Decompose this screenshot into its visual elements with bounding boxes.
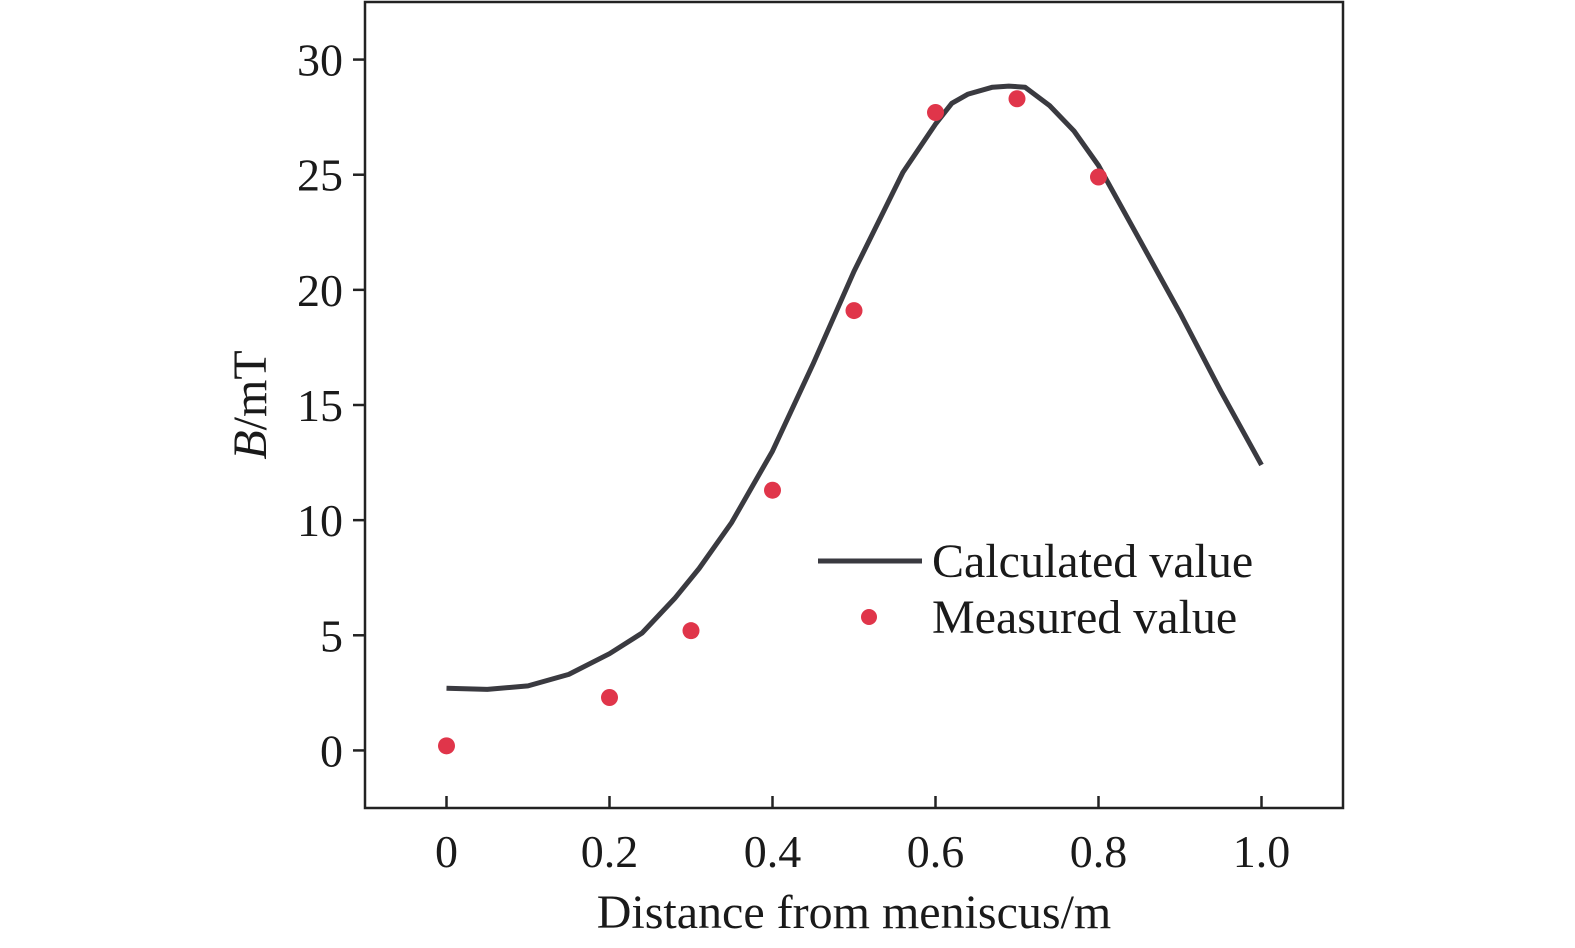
x-tick-label: 0.2 (581, 826, 639, 877)
x-tick-label: 0.8 (1070, 826, 1128, 877)
measured-value-point (764, 481, 781, 499)
y-axis-ticks: 0 5 10 15 20 25 30 (297, 35, 365, 776)
x-tick-label: 1.0 (1233, 826, 1291, 877)
y-tick-label: 20 (297, 265, 343, 316)
measured-value-point (1090, 168, 1107, 186)
x-axis-ticks: 0 0.2 0.4 0.6 0.8 1.0 (435, 796, 1290, 877)
y-axis-label-symbol: B (224, 430, 277, 459)
y-tick-label: 30 (297, 35, 343, 86)
x-tick-label: 0 (435, 826, 458, 877)
y-tick-label: 15 (297, 380, 343, 431)
measured-value-point (682, 622, 700, 640)
x-axis-label: Distance from meniscus/m (597, 886, 1112, 939)
y-tick-label: 25 (297, 150, 343, 201)
legend-dot-swatch (861, 609, 877, 625)
legend: Calculated value Measured value (818, 535, 1253, 644)
measured-value-point (845, 302, 863, 320)
measured-value-point (927, 104, 944, 122)
x-tick-label: 0.4 (744, 826, 802, 877)
calculated-value-line (446, 83, 1264, 692)
y-tick-label: 10 (297, 495, 343, 546)
measured-value-point (438, 737, 455, 755)
measured-value-point (601, 688, 618, 706)
series-layer (438, 83, 1264, 755)
y-axis-label: B/mT (224, 350, 277, 459)
x-tick-label: 0.6 (907, 826, 965, 877)
legend-label-calculated: Calculated value (932, 535, 1253, 588)
measured-value-point (1008, 90, 1026, 108)
y-tick-label: 0 (320, 725, 343, 776)
legend-label-measured: Measured value (932, 591, 1237, 644)
y-tick-label: 5 (320, 610, 343, 661)
y-axis-label-unit: /mT (224, 350, 277, 430)
